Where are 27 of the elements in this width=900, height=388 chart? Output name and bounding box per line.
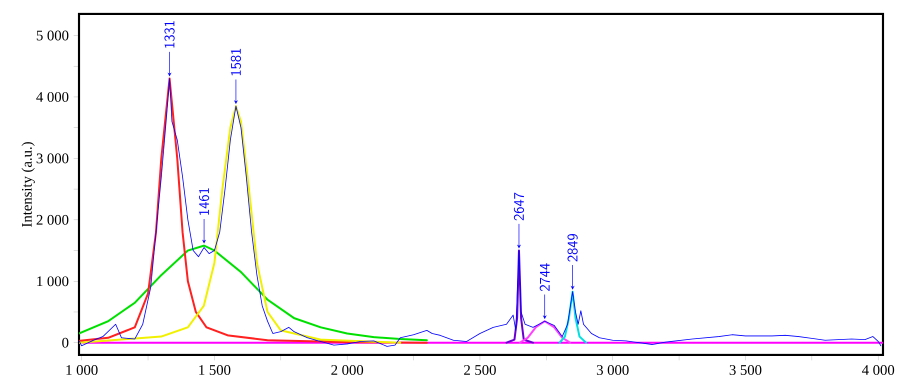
line-series [79,78,428,344]
line-series [558,290,588,344]
annotation: 2647 [514,192,524,220]
line-series [518,320,572,344]
x-tick-label: 2 500 [464,365,496,375]
line-series [79,244,428,342]
y-axis-title: Intensity (a.u.) [21,142,35,227]
y-tick-label: 3 000 [36,153,68,164]
annotation: 2849 [567,234,578,262]
annotation: 2744 [540,263,550,291]
x-tick-label: 2 000 [331,365,364,375]
x-tick-label: 1 500 [199,365,230,375]
x-tick-label: 3 500 [730,365,762,375]
line-series [505,250,534,344]
y-tick-label: 1 000 [37,276,68,286]
x-tick-label: 4 000 [862,365,894,375]
annotation: 1331 [164,21,175,48]
annotation: 1581 [230,48,242,76]
y-tick-label: 5 000 [36,30,68,40]
line-series [79,105,402,344]
line-series [79,78,882,347]
x-tick-label: 1 000 [66,365,98,375]
x-tick-label: 3 000 [596,365,629,375]
annotation: 1461 [198,188,210,215]
y-tick-label: 0 [62,338,68,348]
y-tick-label: 4 000 [36,92,68,102]
y-tick-label: 2 000 [36,214,68,225]
